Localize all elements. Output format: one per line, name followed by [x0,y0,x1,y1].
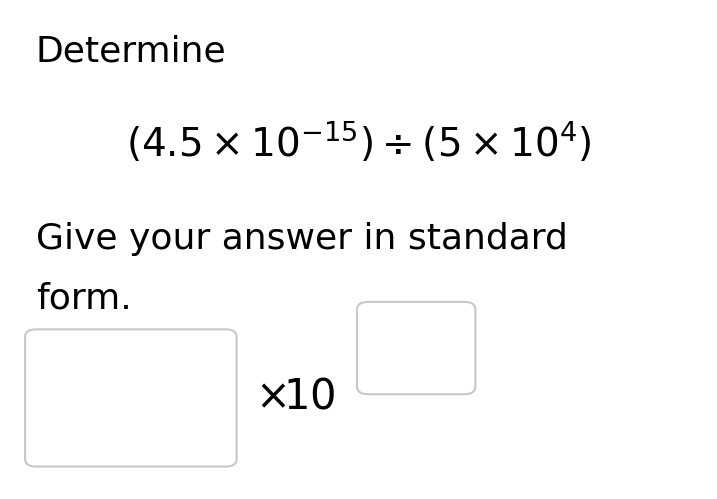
Text: Determine: Determine [36,35,227,69]
FancyBboxPatch shape [25,329,237,467]
Text: $\times\!10$: $\times\!10$ [255,376,335,418]
Text: $\left(4.5 \times 10^{-15}\right) \div \left(5 \times 10^{4}\right)$: $\left(4.5 \times 10^{-15}\right) \div \… [125,120,592,164]
Text: form.: form. [36,282,132,316]
Text: Give your answer in standard: Give your answer in standard [36,222,568,256]
FancyBboxPatch shape [357,302,475,394]
